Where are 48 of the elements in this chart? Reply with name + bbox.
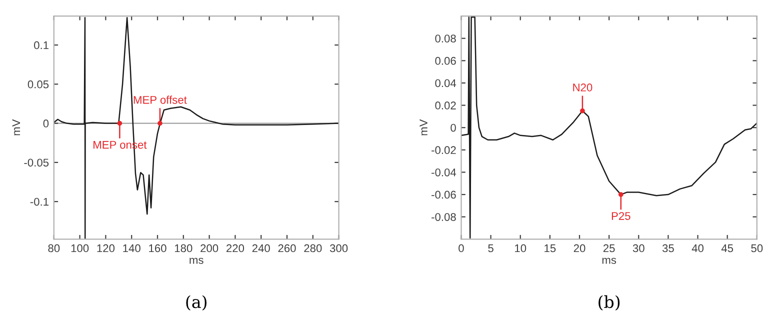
text: (b): [598, 295, 620, 310]
x-tick-label: 200: [200, 244, 218, 252]
x-tick-label: 220: [226, 244, 244, 252]
line-series: [54, 16, 339, 239]
x-tick-label: 20: [574, 244, 586, 252]
y-axis-title: mV: [12, 119, 20, 136]
x-tick-label: 5: [488, 244, 494, 252]
x-tick-label: 260: [278, 244, 296, 252]
x-axis-title: ms: [602, 258, 616, 264]
x-tick-label: 25: [603, 244, 615, 252]
x-tick-label: 80: [48, 244, 60, 252]
x-tick-label: 300: [330, 244, 348, 252]
y-tick-label: -0.04: [432, 168, 456, 176]
y-tick-label: 0.02: [435, 102, 456, 110]
annotation: N20: [573, 84, 592, 92]
x-tick-label: 50: [751, 244, 763, 252]
y-tick-label: 0: [450, 124, 456, 132]
x-tick-label: 35: [662, 244, 674, 252]
x-tick-label: 0: [458, 244, 464, 252]
x-tick-label: 40: [692, 244, 704, 252]
x-tick-label: 30: [632, 244, 644, 252]
y-tick-label: 0.08: [435, 34, 456, 42]
x-axis-title: ms: [190, 258, 204, 264]
y-tick-label: 0.04: [435, 79, 456, 88]
x-tick-label: 10: [515, 244, 526, 252]
x-tick-label: 180: [174, 244, 192, 252]
x-tick-label: 120: [97, 244, 115, 252]
y-tick-label: 0.1: [34, 41, 48, 50]
y-tick-label: 0.05: [28, 80, 49, 88]
y-tick-label: -0.08: [432, 213, 456, 221]
y-tick-label: -0.1: [30, 198, 48, 206]
x-tick-label: 100: [71, 244, 89, 252]
y-tick-label: 0: [43, 120, 49, 128]
line-series: [461, 16, 757, 239]
y-tick-label: 0.06: [435, 56, 456, 65]
annotation: MEP offset: [134, 96, 187, 104]
x-tick-label: 140: [123, 244, 140, 252]
x-tick-label: 240: [252, 244, 270, 252]
text: (a): [186, 295, 206, 310]
x-tick-label: 160: [149, 244, 166, 252]
y-tick-label: -0.05: [24, 158, 49, 167]
annotation: P25: [612, 212, 630, 220]
y-axis-title: mV: [420, 119, 428, 136]
y-tick-label: -0.06: [432, 190, 456, 199]
x-tick-label: 280: [304, 244, 322, 252]
x-tick-label: 45: [721, 244, 734, 252]
y-tick-label: -0.02: [432, 146, 456, 154]
x-tick-label: 15: [544, 244, 556, 252]
